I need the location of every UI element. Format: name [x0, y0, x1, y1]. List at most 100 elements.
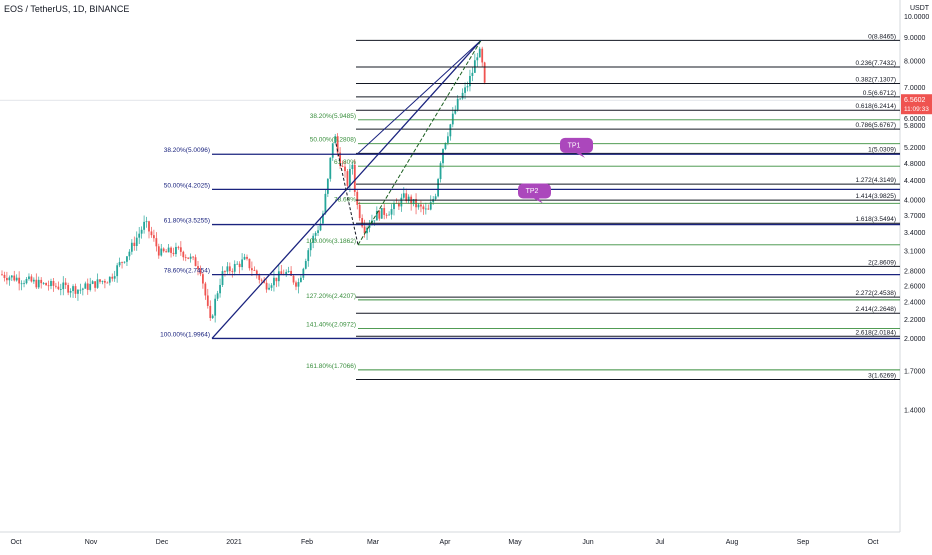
candle-body: [197, 266, 199, 270]
candle-body: [155, 238, 158, 247]
candle-body: [312, 235, 315, 243]
candle-body: [25, 278, 28, 284]
candle-body: [216, 293, 219, 299]
candle-body: [84, 283, 87, 289]
candle-body: [255, 270, 258, 276]
tp-bubble-label: TP1: [568, 142, 581, 149]
candle-body: [10, 275, 13, 278]
candle-body: [226, 266, 229, 272]
candle-body: [128, 251, 131, 257]
trend-line-extension: [357, 39, 482, 154]
candle-body: [35, 279, 38, 288]
fib-green-label: 78.60%: [334, 196, 356, 203]
candle-body: [162, 248, 165, 252]
candle-body: [319, 223, 322, 231]
fib-green-label: 100.00%(3.1862): [306, 238, 356, 245]
candle-body: [407, 196, 410, 202]
candle-body: [292, 275, 295, 283]
candle-body: [194, 257, 197, 267]
candle-body: [18, 277, 21, 284]
candle-body: [304, 261, 307, 269]
candle-body: [251, 268, 253, 271]
candle-body: [302, 268, 305, 278]
y-tick-label: 11.0000: [904, 0, 929, 2]
candle-body: [233, 263, 236, 272]
y-tick-label: 7.0000: [904, 85, 926, 92]
candle-body: [400, 197, 403, 207]
candle-body: [64, 282, 67, 286]
candle-body: [253, 270, 256, 271]
candle-body: [380, 208, 383, 219]
candle-body: [280, 271, 283, 274]
candle-body: [478, 48, 481, 58]
candle-body: [363, 226, 366, 234]
candle-body: [314, 232, 317, 236]
candle-body: [471, 72, 474, 76]
candle-body: [449, 124, 452, 137]
candle-body: [442, 149, 444, 164]
y-tick-label: 2.4000: [904, 300, 926, 307]
candle-body: [405, 193, 408, 202]
candle-body: [285, 271, 288, 275]
candle-body: [378, 210, 381, 219]
candle-body: [91, 281, 94, 284]
candle-body: [20, 283, 23, 285]
y-tick-label: 1.7000: [904, 369, 926, 376]
candle-body: [172, 252, 175, 255]
candle-body: [417, 204, 420, 208]
candle-body: [324, 193, 327, 214]
candle-body: [143, 221, 145, 230]
candle-body: [246, 256, 248, 259]
candle-body: [157, 246, 160, 256]
candle-body: [45, 282, 47, 286]
tp-bubble-label: TP2: [526, 188, 539, 195]
candle-body: [339, 152, 341, 166]
y-tick-label: 3.7000: [904, 213, 926, 220]
fib-extension-label: 0.382(7.1307): [856, 77, 896, 84]
candle-body: [469, 75, 471, 87]
candle-body: [228, 266, 231, 272]
fib-navy-label: 38.20%(5.0096): [164, 147, 210, 154]
x-tick-label: Jul: [656, 539, 665, 546]
candle-body: [13, 275, 16, 281]
candle-body: [104, 280, 106, 283]
x-tick-label: Feb: [301, 539, 313, 546]
candle-body: [447, 136, 449, 143]
candle-body: [260, 279, 263, 281]
candle-body: [290, 270, 292, 276]
candle-body: [483, 62, 486, 83]
candle-body: [322, 213, 324, 224]
candle-body: [79, 289, 82, 291]
candle-body: [295, 282, 297, 287]
fib-extension-label: 0.236(7.7432): [856, 60, 896, 67]
candle-body: [138, 233, 141, 238]
fib-green-label: 50.00%(5.2808): [310, 137, 356, 144]
trend-line-navy: [211, 39, 482, 339]
candle-body: [398, 203, 400, 207]
candle-body: [57, 286, 60, 290]
candle-body: [351, 164, 354, 169]
candle-body: [300, 277, 302, 283]
candle-body: [326, 178, 329, 194]
candle-body: [94, 281, 96, 288]
candle-body: [179, 247, 182, 252]
fib-navy-label: 61.80%(3.5255): [164, 218, 210, 225]
y-tick-label: 2.8000: [904, 269, 926, 276]
y-tick-label: 8.0000: [904, 58, 926, 65]
y-tick-label: 6.0000: [904, 116, 926, 123]
candle-body: [108, 276, 111, 283]
candle-body: [165, 251, 168, 253]
candle-body: [123, 261, 126, 263]
candle-body: [133, 242, 136, 247]
fib-extension-label: 0.786(5.6767): [856, 122, 896, 129]
candle-body: [427, 208, 430, 210]
candle-body: [140, 229, 143, 234]
fib-extension-label: 0.5(6.6712): [863, 90, 896, 97]
candle-body: [434, 196, 437, 200]
candle-body: [273, 277, 275, 286]
candle-body: [388, 214, 390, 216]
x-tick-label: Sep: [797, 539, 810, 546]
fib-extension-label: 3(1.6269): [868, 372, 896, 379]
